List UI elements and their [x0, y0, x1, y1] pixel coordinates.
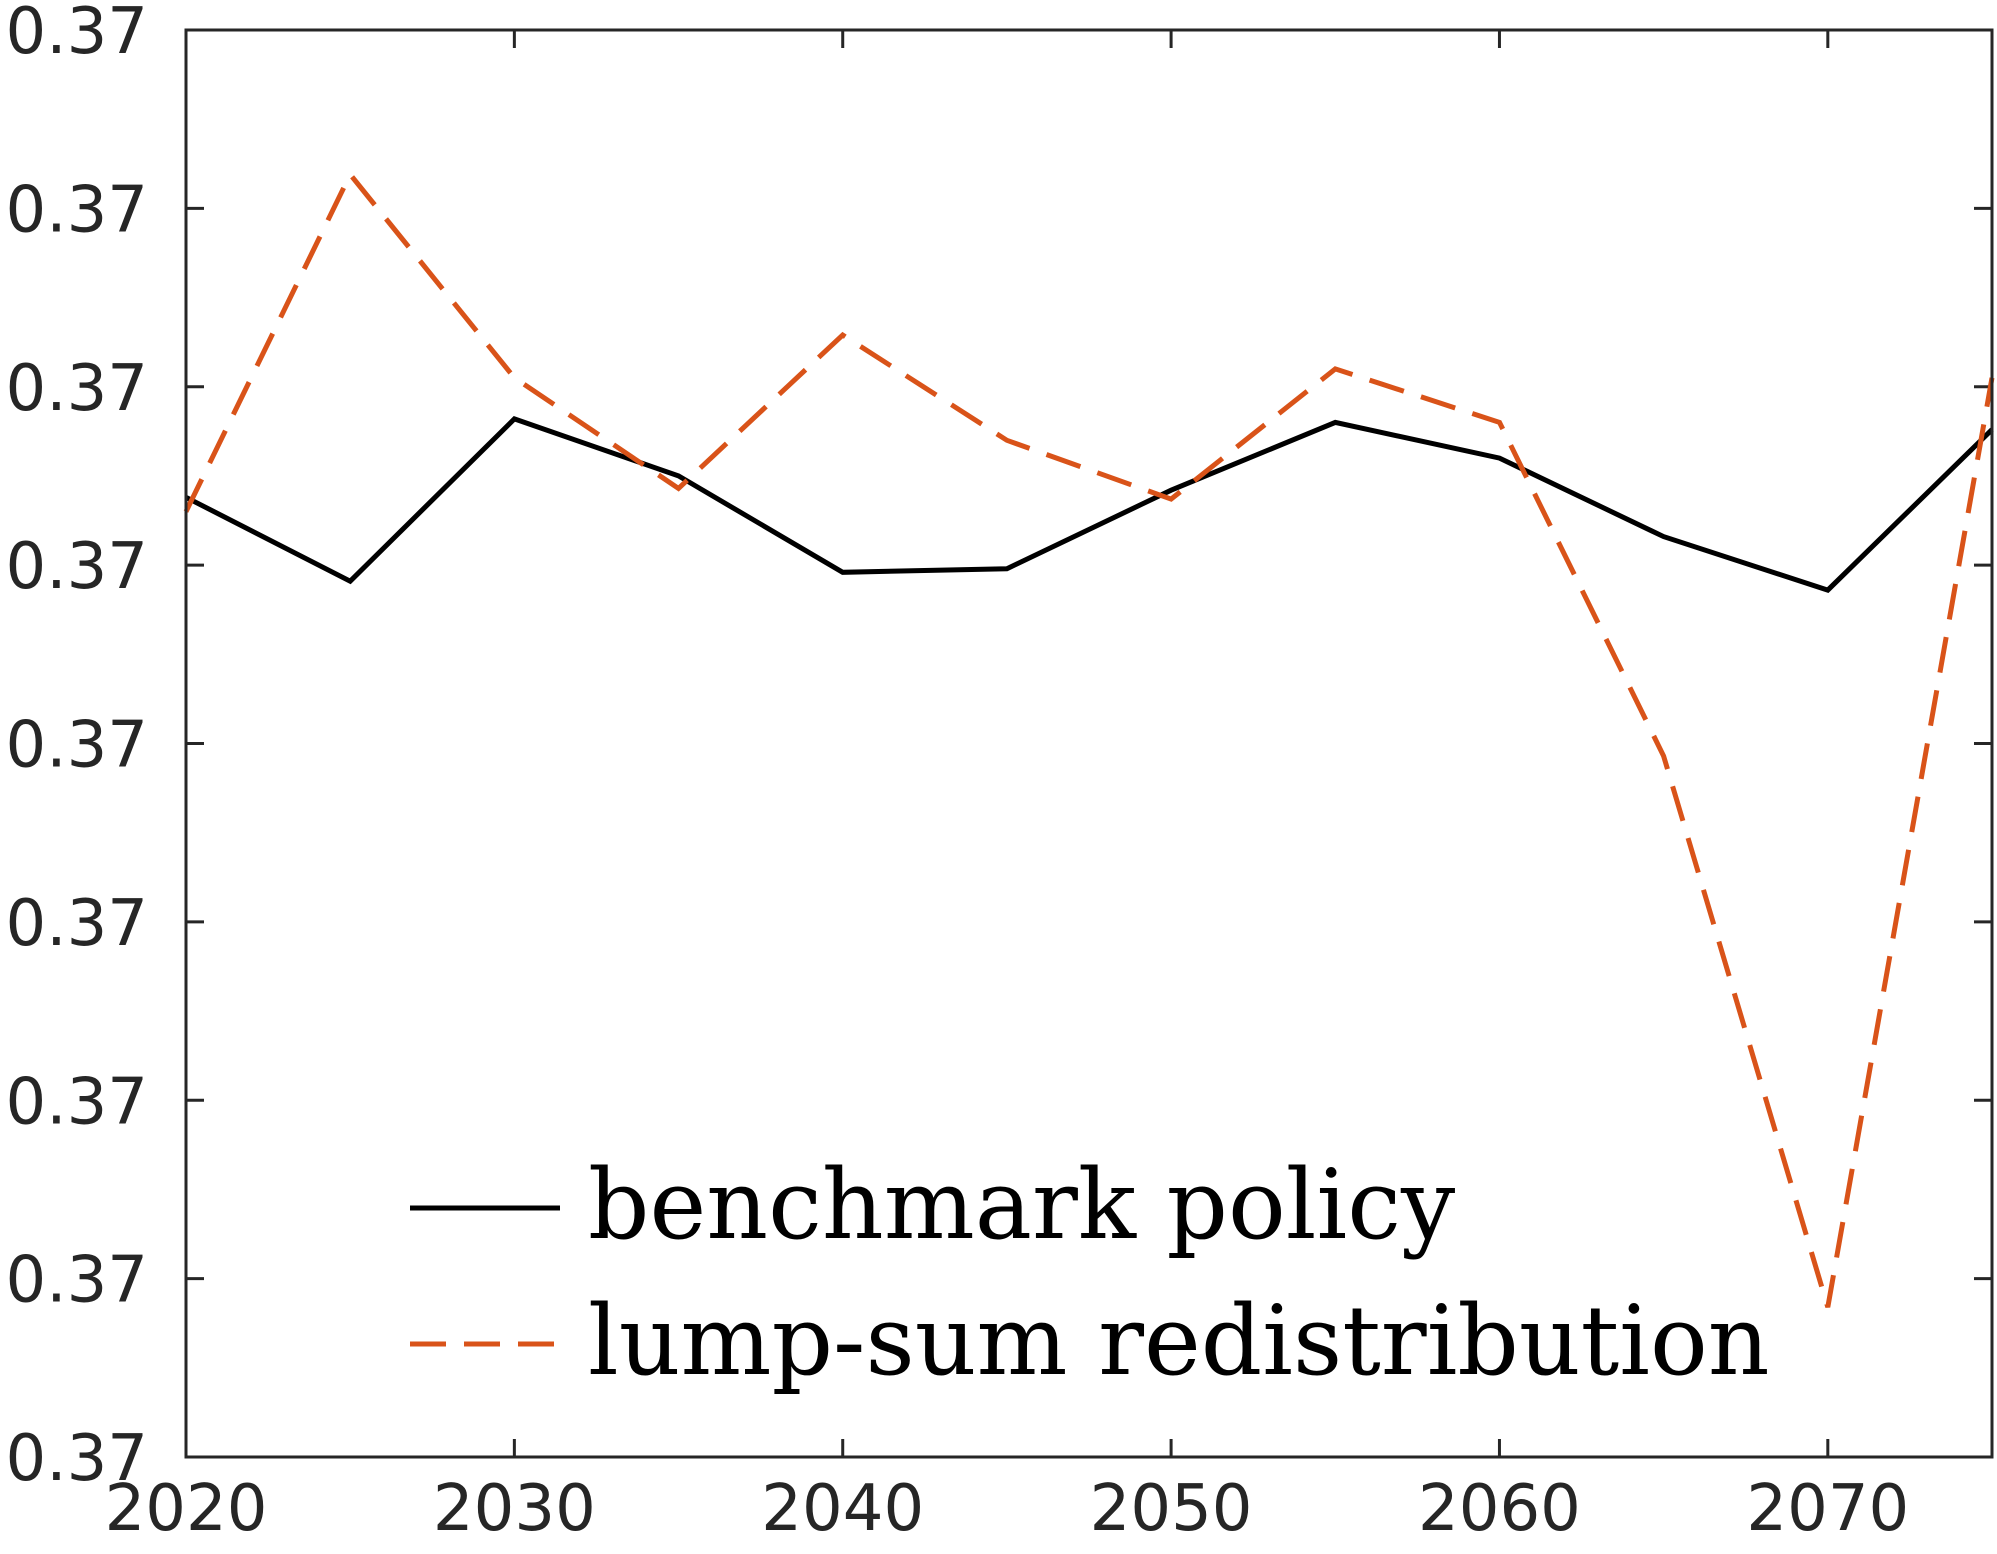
series-line-2	[183, 169, 1995, 1308]
y-tick-label: 0.37	[6, 709, 149, 783]
y-tick-label: 0.37	[6, 887, 149, 961]
y-tick-labels: 0.37 0.37 0.37 0.37 0.37 0.37 0.37 0.37 0.37	[6, 0, 149, 1496]
x-tick-label: 2020	[105, 1472, 268, 1546]
y-tick-label: 0.37	[6, 1422, 149, 1496]
y-tick-label: 0.37	[6, 173, 149, 247]
y-tick-label: 0.37	[6, 352, 149, 426]
y-tick-label: 0.37	[6, 0, 149, 69]
x-tick-labels: 2020 2030 2040 2050 2060 2070	[105, 1472, 1910, 1546]
legend-label-1: benchmark policy	[588, 1149, 1455, 1261]
x-tick-label: 2040	[761, 1472, 924, 1546]
series-lines	[183, 169, 1995, 1308]
x-tick-label: 2060	[1418, 1472, 1581, 1546]
legend-label-2: lump-sum redistribution	[588, 1285, 1770, 1397]
x-tick-label: 2030	[433, 1472, 596, 1546]
y-tick-label: 0.37	[6, 530, 149, 604]
y-tick-label: 0.37	[6, 1065, 149, 1139]
legend: benchmark policy lump-sum redistribution	[410, 1149, 1770, 1397]
series-line-1	[184, 416, 1994, 593]
axis-ticks	[184, 28, 1992, 1459]
y-tick-label: 0.37	[6, 1244, 149, 1318]
x-tick-label: 2050	[1090, 1472, 1253, 1546]
x-tick-label: 2070	[1746, 1472, 1909, 1546]
plot-area-frame	[184, 28, 1994, 1459]
